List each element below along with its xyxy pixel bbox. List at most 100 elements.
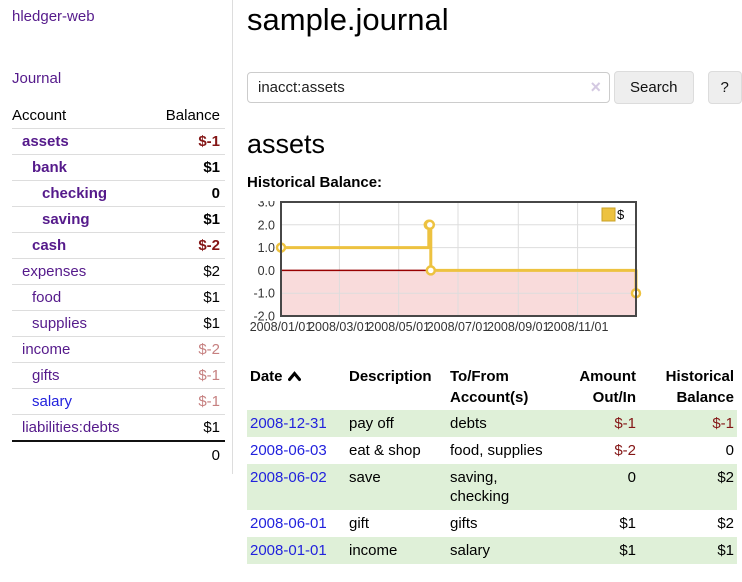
transaction-balance: $1 <box>717 541 734 559</box>
search-button[interactable]: Search <box>614 70 694 104</box>
transaction-accounts: food, supplies <box>450 441 543 459</box>
accounts-table: Account Balance assets $-1 bank $1 checking 0… <box>12 103 225 468</box>
account-link[interactable]: expenses <box>22 263 87 280</box>
transaction-row: 2008-06-03 eat & shop food, supplies $-2 0 <box>247 437 737 464</box>
transaction-balance: $2 <box>717 514 734 532</box>
chart-plot-area[interactable] <box>281 202 636 316</box>
account-balance: $1 <box>203 419 220 436</box>
transaction-description: income <box>349 541 398 559</box>
y-tick-label: 3.0 <box>258 201 275 210</box>
account-link[interactable]: liabilities:debts <box>22 419 120 436</box>
account-link[interactable]: food <box>32 289 62 306</box>
help-button[interactable]: ? <box>707 70 742 104</box>
account-link[interactable]: bank <box>32 159 68 176</box>
x-tick-label: 2008/05/01 <box>367 320 430 334</box>
transaction-amount: $-1 <box>614 414 636 432</box>
account-row: saving $1 <box>12 207 225 233</box>
transaction-row: 2008-12-31 pay off debts $-1 $-1 <box>247 409 737 437</box>
transaction-date-link[interactable]: 2008-06-03 <box>250 441 327 459</box>
sort-ascending-icon <box>287 370 301 381</box>
y-tick-label: -1.0 <box>253 286 275 300</box>
nav-journal-link[interactable]: Journal <box>12 70 62 87</box>
transaction-amount: $1 <box>619 541 636 559</box>
account-balance: $-1 <box>198 133 220 150</box>
account-balance: $1 <box>203 159 220 176</box>
transaction-balance: 0 <box>725 441 734 459</box>
description-column-header: Description <box>349 367 432 385</box>
accounts-column-header: To/From Account(s) <box>450 367 529 406</box>
brand-link[interactable]: hledger-web <box>12 8 95 25</box>
y-tick-label: 2.0 <box>258 218 275 232</box>
register-rows: 2008-12-31 pay off debts $-1 $-1 2008-06-03 ea… <box>247 409 737 564</box>
transaction-row: 2008-06-02 save saving, checking 0 $2 <box>247 463 737 510</box>
account-link[interactable]: supplies <box>32 315 88 332</box>
transaction-date-link[interactable]: 2008-06-01 <box>250 514 327 532</box>
balance-chart-svg: $3.0 2.0 1.0 0.0 -1.0 -2.02008/01/012008/03/0… <box>250 195 642 334</box>
account-link[interactable]: saving <box>42 211 90 228</box>
app-window: hledger-web Journal Account Balance asse… <box>0 0 742 564</box>
search-form: × Search ? <box>247 70 742 104</box>
transaction-accounts: saving, checking <box>450 468 510 505</box>
transaction-amount: $-2 <box>614 441 636 459</box>
transaction-description: gift <box>349 514 370 532</box>
account-row: food $1 <box>12 285 225 311</box>
legend-label: $ <box>617 207 625 222</box>
account-link[interactable]: income <box>22 341 71 358</box>
x-tick-label: 2008/09/01 <box>487 320 550 334</box>
account-balance: $1 <box>203 315 220 332</box>
account-balance: $-2 <box>198 237 220 254</box>
account-link[interactable]: gifts <box>32 367 60 384</box>
accounts-table-header: Account Balance <box>12 103 225 129</box>
transaction-accounts: salary <box>450 541 491 559</box>
account-link[interactable]: cash <box>32 237 67 254</box>
account-balance: $2 <box>203 263 220 280</box>
sidebar: hledger-web Journal Account Balance asse… <box>0 0 233 474</box>
x-tick-label: 2008/03/01 <box>308 320 371 334</box>
balance-column-header: Balance <box>149 103 225 129</box>
y-tick-label: 0.0 <box>258 264 275 278</box>
date-column-header[interactable]: Date <box>247 364 346 410</box>
account-row: bank $1 <box>12 155 225 181</box>
chart-title: Historical Balance: <box>247 173 383 191</box>
search-input-wrap: × <box>247 71 610 103</box>
transaction-row: 2008-01-01 income salary $1 $1 <box>247 536 737 564</box>
account-balance: $1 <box>203 211 220 228</box>
accounts-total-value: 0 <box>149 440 225 468</box>
account-link[interactable]: assets <box>22 133 69 150</box>
clear-search-icon[interactable]: × <box>590 76 601 97</box>
account-row: checking 0 <box>12 181 225 207</box>
account-row: expenses $2 <box>12 259 225 285</box>
account-row: cash $-2 <box>12 233 225 259</box>
transaction-accounts: gifts <box>450 514 478 532</box>
transaction-date-link[interactable]: 2008-01-01 <box>250 541 327 559</box>
account-row: gifts $-1 <box>12 363 225 389</box>
account-row: assets $-1 <box>12 129 225 155</box>
transaction-accounts: debts <box>450 414 487 432</box>
register-table: Date Description To/From Account(s) Amou… <box>247 364 737 564</box>
sidebar-nav: Journal <box>12 70 232 87</box>
account-balance: $-1 <box>198 367 220 384</box>
transaction-description: save <box>349 468 381 486</box>
account-link[interactable]: checking <box>42 185 108 202</box>
transaction-date-link[interactable]: 2008-12-31 <box>250 414 327 432</box>
transaction-balance: $2 <box>717 468 734 486</box>
search-input[interactable] <box>247 71 610 103</box>
account-balance: $1 <box>203 289 220 306</box>
account-rows: assets $-1 bank $1 checking 0 saving $1 cash $-2 e… <box>12 129 225 441</box>
account-row: salary $-1 <box>12 389 225 415</box>
amount-column-header: Amount Out/In <box>579 367 636 406</box>
transaction-description: eat & shop <box>349 441 421 459</box>
main-content: sample.journal × Search ? assets Histori… <box>233 0 742 564</box>
balance-column-header: Historical Balance <box>665 367 734 406</box>
transaction-balance: $-1 <box>712 414 734 432</box>
account-link[interactable]: salary <box>32 393 73 410</box>
transaction-date-link[interactable]: 2008-06-02 <box>250 468 327 486</box>
transaction-amount: 0 <box>627 468 636 486</box>
data-point-marker[interactable] <box>424 219 436 230</box>
x-tick-label: 2008/01/01 <box>250 320 313 334</box>
account-balance: 0 <box>211 185 220 202</box>
y-tick-label: 1.0 <box>258 241 275 255</box>
account-row: income $-2 <box>12 337 225 363</box>
account-heading: assets <box>247 128 326 159</box>
data-point-marker[interactable] <box>425 264 437 276</box>
